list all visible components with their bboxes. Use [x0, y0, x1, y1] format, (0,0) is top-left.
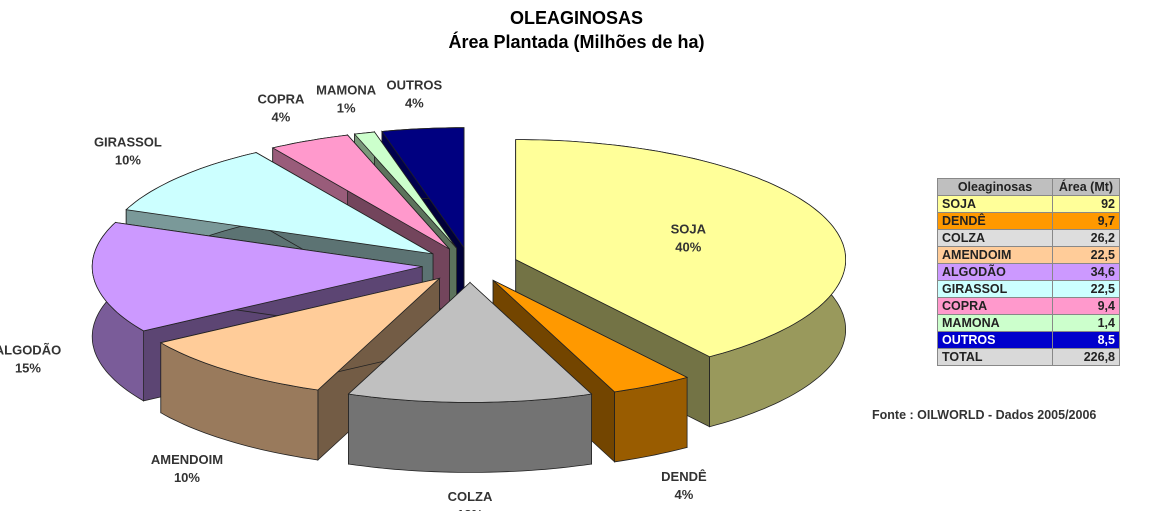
slice-label: AMENDOIM	[151, 452, 223, 467]
table-cell: AMENDOIM	[937, 246, 1053, 264]
table-cell: 22,5	[1052, 246, 1120, 264]
slice-value-label: 1%	[337, 100, 356, 115]
table-row: MAMONA 1,4	[937, 314, 1120, 332]
table-row: ALGODÃO 34,6	[937, 263, 1120, 281]
source-note: Fonte : OILWORLD - Dados 2005/2006	[872, 408, 1097, 422]
slice-label: MAMONA	[316, 82, 377, 97]
slice-top	[91, 222, 423, 332]
table-row: OUTROS 8,5	[937, 331, 1120, 349]
table-cell: 8,5	[1052, 331, 1120, 349]
slice-value-label: 10%	[115, 153, 141, 168]
table-header-row: Oleaginosas Área (Mt)	[937, 178, 1120, 196]
slice-top	[515, 139, 846, 358]
table-cell: 22,5	[1052, 280, 1120, 298]
slice-label: GIRASSOL	[94, 135, 162, 150]
slice-value-label: 4%	[405, 95, 424, 110]
table-cell: OUTROS	[937, 331, 1053, 349]
pie-slice	[347, 281, 593, 473]
table-cell: GIRASSOL	[937, 280, 1053, 298]
slice-top	[353, 131, 457, 249]
slice-value-label: 40%	[675, 240, 701, 255]
chart-subtitle: Área Plantada (Milhões de ha)	[448, 32, 705, 52]
chart: SOJA 40% DENDÊ 4% COLZA 12% AMENDOIM 10% ALGODÃO…	[0, 77, 846, 511]
table-cell: 226,8	[1052, 348, 1120, 366]
table-row: COPRA 9,4	[937, 297, 1120, 315]
table-cell: DENDÊ	[937, 212, 1053, 230]
slice-top	[347, 281, 593, 403]
table-cell: 26,2	[1052, 229, 1120, 247]
table-cell: COPRA	[937, 297, 1053, 315]
slice-top	[125, 152, 434, 255]
slice-label: COLZA	[448, 489, 493, 504]
slice-top	[159, 277, 441, 391]
header-cell: Área (Mt)	[1052, 178, 1120, 196]
table-row: AMENDOIM 22,5	[937, 246, 1120, 264]
slice-top	[492, 279, 689, 393]
slice-top	[381, 127, 465, 249]
slice-value-label: 10%	[174, 470, 200, 485]
slice-top	[271, 134, 450, 250]
slice-label: DENDÊ	[661, 469, 707, 484]
table-cell: ALGODÃO	[937, 263, 1053, 281]
data-table: Oleaginosas Área (Mt) SOJA 92 DENDÊ 9,7 COLZA 2…	[937, 178, 1120, 366]
table-row: TOTAL 226,8	[937, 348, 1120, 366]
table-cell: SOJA	[937, 195, 1053, 213]
table-cell: TOTAL	[937, 348, 1053, 366]
table-cell: COLZA	[937, 229, 1053, 247]
table-cell: 9,4	[1052, 297, 1120, 315]
slice-value-label: 4%	[272, 109, 291, 124]
table-row: DENDÊ 9,7	[937, 212, 1120, 230]
table-cell: 34,6	[1052, 263, 1120, 281]
table-row: COLZA 26,2	[937, 229, 1120, 247]
table-cell: MAMONA	[937, 314, 1053, 332]
table-cell: 1,4	[1052, 314, 1120, 332]
table-cell: 9,7	[1052, 212, 1120, 230]
slice-value-label: 15%	[15, 361, 41, 376]
slice-label: COPRA	[257, 91, 305, 106]
slice-side	[348, 393, 592, 473]
table-row: SOJA 92	[937, 195, 1120, 213]
slice-label: ALGODÃO	[0, 343, 61, 358]
table-row: GIRASSOL 22,5	[937, 280, 1120, 298]
table-cell: 92	[1052, 195, 1120, 213]
slice-label: SOJA	[671, 222, 707, 237]
header-cell: Oleaginosas	[937, 178, 1053, 196]
slice-value-label: 4%	[675, 487, 694, 502]
slice-value-label: 12%	[457, 507, 483, 511]
chart-title: OLEAGINOSAS	[509, 8, 643, 28]
slice-label: OUTROS	[387, 77, 443, 92]
